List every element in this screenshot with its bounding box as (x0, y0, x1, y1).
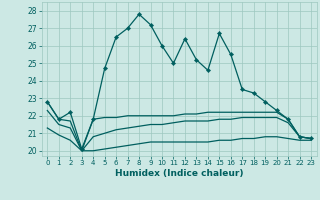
X-axis label: Humidex (Indice chaleur): Humidex (Indice chaleur) (115, 169, 244, 178)
